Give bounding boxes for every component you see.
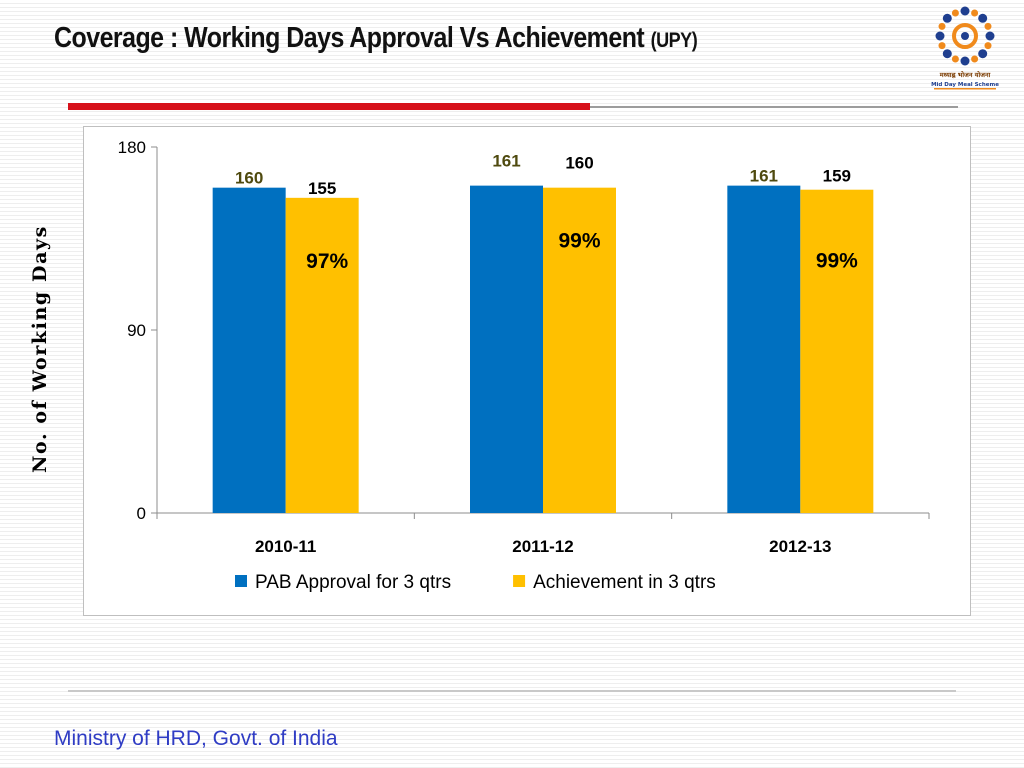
percentage-annotation: 99% [816, 250, 858, 273]
x-tick-label: 2011-12 [512, 537, 573, 556]
data-label: 159 [823, 167, 851, 186]
percentage-annotation: 97% [306, 250, 348, 273]
legend-label: Achievement in 3 qtrs [533, 572, 716, 593]
data-label: 161 [750, 167, 778, 186]
data-label: 161 [492, 152, 520, 171]
bar-approval [470, 185, 543, 513]
legend-swatch [513, 575, 526, 587]
bar-achievement [285, 197, 359, 513]
bar-achievement [800, 189, 874, 513]
logo-emblem-icon [935, 6, 995, 66]
x-tick-label: 2012-13 [769, 537, 831, 556]
y-tick-label: 0 [137, 504, 146, 523]
legend-label: PAB Approval for 3 qtrs [255, 572, 451, 593]
footer-text: Ministry of HRD, Govt. of India [54, 727, 338, 750]
title-underline-red [68, 103, 590, 110]
y-tick-label: 180 [118, 138, 146, 157]
data-label: 160 [565, 154, 593, 173]
slide-title: Coverage : Working Days Approval Vs Achi… [54, 22, 698, 55]
bar-approval [212, 187, 286, 513]
mid-day-meal-logo: मध्याह्न भोजन योजना Mid Day Meal Scheme [931, 6, 999, 90]
chart-frame: 0 90 180 160 155 2010-11 161 160 2011-12 161 159 20… [83, 126, 971, 616]
y-tick-label: 90 [127, 321, 146, 340]
slide-title-main: Coverage : Working Days Approval Vs Achi… [54, 22, 645, 54]
footer-divider [68, 690, 956, 692]
title-underline-grey [590, 106, 958, 108]
data-label: 160 [235, 169, 263, 188]
bar-approval [727, 185, 801, 513]
y-axis-label: No. of Working Days [29, 225, 51, 473]
legend-swatch [235, 575, 247, 587]
x-tick-label: 2010-11 [255, 537, 316, 556]
bar-chart: 0 90 180 160 155 2010-11 161 160 2011-12 161 159 20… [118, 138, 930, 593]
bar-achievement [543, 187, 616, 513]
logo-text-english: Mid Day Meal Scheme [931, 82, 999, 88]
data-label: 155 [308, 179, 336, 198]
logo-text-hindi: मध्याह्न भोजन योजना [939, 71, 991, 79]
slide-title-suffix: (UPY) [650, 29, 698, 52]
percentage-annotation: 99% [558, 230, 600, 253]
